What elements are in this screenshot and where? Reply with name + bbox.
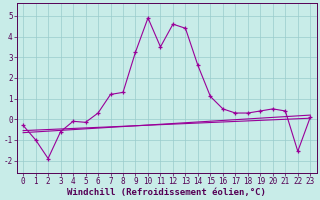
X-axis label: Windchill (Refroidissement éolien,°C): Windchill (Refroidissement éolien,°C) [67, 188, 266, 197]
